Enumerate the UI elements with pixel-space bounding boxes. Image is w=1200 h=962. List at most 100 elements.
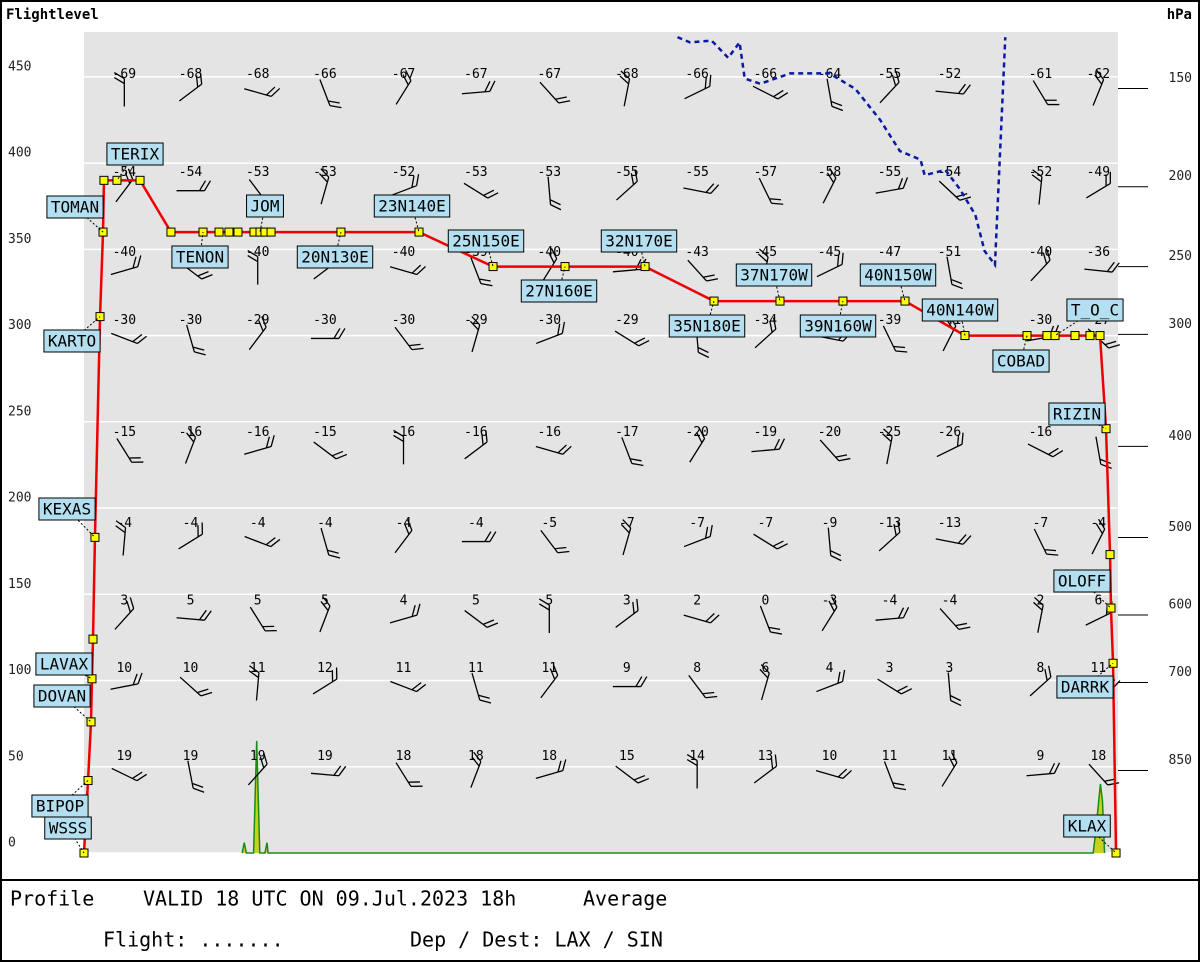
waypoint-box: [447, 229, 525, 253]
temperature: -16: [246, 425, 269, 440]
temperature: -13: [878, 516, 901, 531]
wind-barb: [393, 429, 405, 465]
barb-shape: [875, 177, 909, 194]
wind-barb: [247, 250, 259, 285]
wind-barb: [752, 85, 789, 100]
waypoint-box: [373, 194, 451, 218]
y2-tick-label: 850: [1169, 753, 1192, 768]
barb-shape: [759, 605, 783, 635]
temperature: -62: [1087, 67, 1110, 82]
profile-point: [88, 634, 98, 644]
temperature: -7: [619, 516, 635, 531]
temperature: -53: [464, 165, 487, 180]
wind-barb: [244, 86, 281, 98]
y2-axis-title: hPa: [1167, 7, 1192, 23]
waypoint-label: DOVAN: [38, 687, 86, 706]
temperature: -7: [689, 516, 705, 531]
waypoint-label: 25N150E: [452, 232, 519, 251]
temperature: 11: [396, 661, 412, 676]
barb-shape: [463, 182, 499, 199]
barb-shape: [470, 751, 482, 788]
barb-shape: [176, 180, 212, 192]
waypoint-label: 40N140W: [926, 301, 994, 320]
barb-shape: [535, 444, 572, 455]
temperature: 5: [472, 593, 480, 608]
barb-shape: [614, 330, 650, 347]
barb-shape: [758, 177, 784, 205]
barb-shape: [1033, 596, 1044, 633]
temperature: 8: [1037, 661, 1045, 676]
barb-shape: [320, 527, 341, 559]
wind-barb: [547, 176, 562, 211]
profile-point: [640, 262, 650, 272]
barb-shape: [1031, 169, 1043, 205]
wind-barb: [540, 529, 570, 554]
barb-shape: [113, 72, 125, 107]
barb-shape: [621, 437, 644, 467]
barb-shape: [186, 324, 206, 356]
temperature: -43: [685, 245, 708, 260]
y-tick-label: 250: [8, 404, 31, 419]
temperature: -52: [1029, 165, 1052, 180]
waypoint-box: [1053, 569, 1111, 593]
barb-shape: [1027, 443, 1064, 458]
barb-shape: [176, 609, 212, 621]
temperature: -30: [538, 313, 561, 328]
barb-shape: [116, 438, 144, 463]
temperature: 2: [693, 593, 701, 608]
wind-barb: [464, 610, 499, 628]
temperature: -55: [878, 67, 901, 82]
wind-barb: [470, 751, 482, 788]
wind-barb: [535, 321, 566, 345]
temperature: 4: [400, 593, 408, 608]
barb-shape: [471, 672, 492, 704]
barb-shape: [619, 70, 631, 107]
waypoint-label: 35N180E: [673, 317, 740, 336]
wind-barb: [688, 674, 718, 699]
wind-barb: [878, 520, 901, 552]
wind-barb: [390, 174, 420, 197]
waypoint-label: WSSS: [49, 819, 88, 838]
y-axis-title: Flightlevel: [6, 7, 99, 23]
profile-point: [112, 175, 122, 185]
waypoint-box: [296, 245, 374, 269]
waypoint-box: [992, 349, 1050, 373]
temperature: -66: [685, 67, 708, 82]
wind-barb: [935, 534, 972, 545]
wind-barb: [683, 183, 720, 194]
barb-shape: [249, 606, 277, 632]
barb-shape: [394, 519, 413, 554]
wind-barb: [822, 167, 837, 204]
temperature: -40: [392, 245, 415, 260]
temperature: 11: [1091, 661, 1107, 676]
wind-barb: [759, 664, 770, 701]
wind-barb: [753, 533, 788, 550]
barb-shape: [114, 597, 135, 630]
barb-shape: [539, 81, 571, 104]
temperature: -34: [754, 313, 778, 328]
wind-barb: [754, 317, 777, 349]
barb-shape: [1030, 248, 1051, 282]
wind-barb: [882, 428, 893, 465]
temperature: -7: [758, 516, 774, 531]
barb-shape: [535, 759, 567, 780]
waypoint-label: BIPOP: [36, 797, 84, 816]
waypoint-label: T_O_C: [1071, 301, 1119, 320]
y2-tick-label: 300: [1169, 317, 1192, 332]
wind-barb: [816, 252, 844, 278]
temperature: 19: [250, 749, 266, 764]
barb-shape: [540, 664, 559, 699]
barb-shape: [469, 316, 481, 353]
waypoint-label: 40N150W: [864, 266, 932, 285]
barb-shape: [111, 332, 147, 345]
y-tick-label: 50: [8, 749, 24, 764]
temperature: -40: [113, 245, 136, 260]
temperature: -54: [179, 165, 203, 180]
wind-barb: [179, 676, 213, 697]
wind-barb: [815, 768, 852, 780]
y-tick-label: 450: [8, 59, 31, 74]
barb-shape: [826, 78, 844, 112]
profile-point: [135, 175, 145, 185]
temperature: -17: [615, 425, 638, 440]
wind-barb: [395, 70, 412, 105]
